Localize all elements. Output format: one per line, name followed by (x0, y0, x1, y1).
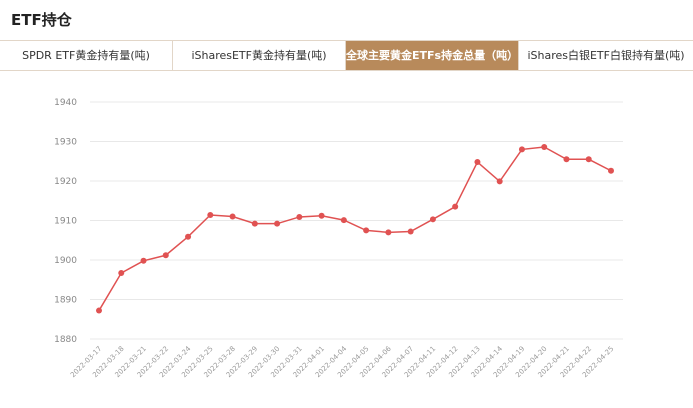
y-tick-label: 1910 (54, 217, 77, 227)
data-point (96, 307, 102, 314)
data-point (363, 227, 370, 234)
tab-global-gold-etfs[interactable]: 全球主要黄金ETFs持金总量（吨） (346, 41, 519, 70)
y-tick-label: 1880 (54, 335, 77, 345)
data-point (207, 211, 214, 218)
data-point (251, 220, 258, 227)
y-tick-label: 1920 (54, 177, 77, 187)
tab-ishares-gold[interactable]: iSharesETF黄金持有量(吨) (173, 41, 346, 70)
data-point (407, 228, 414, 235)
data-point (229, 213, 236, 220)
data-point (296, 213, 303, 220)
data-point (585, 156, 592, 163)
data-point (318, 212, 325, 219)
data-point (340, 217, 347, 224)
line-chart: 18801890190019101920193019402022-03-1720… (54, 98, 623, 379)
y-tick-label: 1940 (54, 98, 77, 108)
y-tick-label: 1930 (54, 138, 77, 148)
tab-ishares-silver[interactable]: iShares白银ETF白银持有量(吨) (527, 49, 685, 62)
data-point (518, 146, 525, 153)
data-point (118, 270, 125, 277)
page-title: ETF持仓 (11, 11, 72, 29)
data-point (162, 252, 169, 259)
data-point (385, 229, 392, 236)
page-header: ETF持仓 (0, 0, 693, 40)
data-point (429, 216, 436, 223)
data-point (474, 159, 481, 166)
y-tick-label: 1890 (54, 296, 77, 306)
tab-spdr-gold[interactable]: SPDR ETF黄金持有量(吨) (0, 41, 173, 70)
data-point (563, 156, 570, 163)
data-point (452, 203, 459, 210)
data-point (274, 220, 281, 227)
data-point (185, 233, 192, 240)
series-line (98, 146, 612, 311)
data-point (541, 144, 548, 151)
y-tick-label: 1900 (54, 256, 77, 266)
data-point (140, 257, 147, 264)
data-point (496, 178, 503, 185)
tab-bar: SPDR ETF黄金持有量(吨) iSharesETF黄金持有量(吨) 全球主要… (0, 40, 693, 71)
data-point (608, 167, 614, 174)
